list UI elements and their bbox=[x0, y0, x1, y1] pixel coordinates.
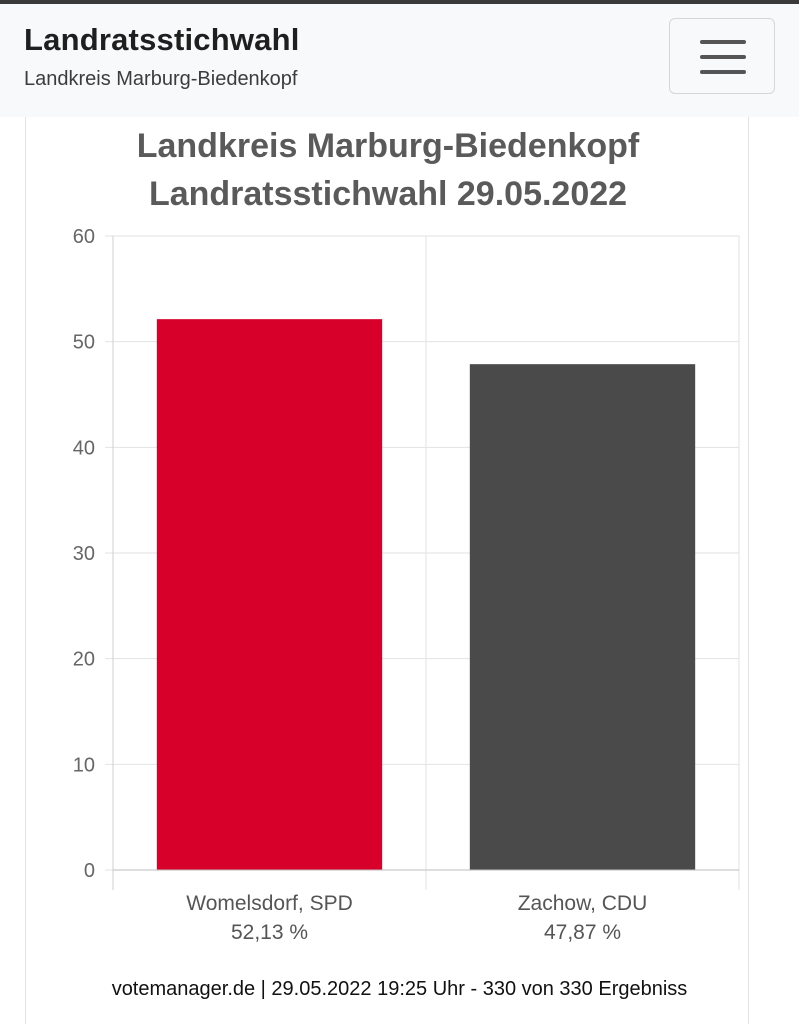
bar-value-label: 47,87 % bbox=[544, 921, 621, 944]
chart-title-line: Landkreis Marburg-Biedenkopf bbox=[137, 127, 640, 165]
bar-value-label: 52,13 % bbox=[231, 921, 308, 944]
y-tick-label: 40 bbox=[73, 437, 95, 459]
source-footer: votemanager.de | 29.05.2022 19:25 Uhr - … bbox=[111, 978, 688, 1000]
bar-1 bbox=[156, 319, 383, 870]
y-tick-label: 60 bbox=[73, 226, 95, 248]
page-title: Landratsstichwahl bbox=[24, 22, 300, 57]
top-status-line bbox=[0, 0, 799, 4]
bar-2 bbox=[469, 364, 696, 870]
menu-toggle-button[interactable] bbox=[669, 18, 775, 94]
chart-card: Landkreis Marburg-Biedenkopf Landratsstic… bbox=[25, 117, 749, 1024]
x-category-label: Zachow, CDU bbox=[518, 892, 648, 915]
y-tick-label: 30 bbox=[73, 543, 95, 565]
y-tick-label: 0 bbox=[84, 860, 95, 882]
y-tick-label: 10 bbox=[73, 754, 95, 776]
x-category-label: Womelsdorf, SPD bbox=[186, 892, 353, 915]
page-subtitle: Landkreis Marburg-Biedenkopf bbox=[24, 68, 298, 90]
bar-chart: Landkreis Marburg-Biedenkopf Landratsstic… bbox=[73, 127, 740, 944]
y-tick-label: 20 bbox=[73, 649, 95, 671]
chart-title-line: Landratsstichwahl 29.05.2022 bbox=[149, 175, 627, 213]
app-header: Landratsstichwahl Landkreis Marburg-Bied… bbox=[0, 4, 799, 117]
y-tick-label: 50 bbox=[73, 332, 95, 354]
